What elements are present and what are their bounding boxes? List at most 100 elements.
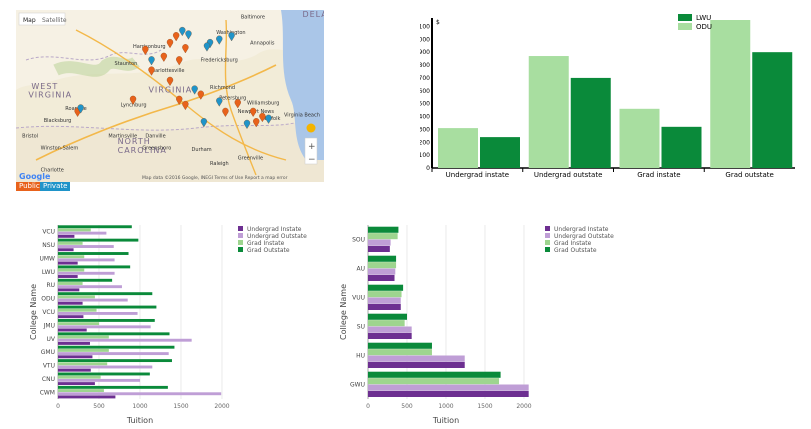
map-park-region	[53, 56, 140, 77]
bar-grad-outstate	[58, 359, 172, 363]
bar-grad-instate	[58, 362, 108, 366]
y-category-label: SU	[357, 324, 365, 331]
bar-undergrad-outstate	[368, 355, 465, 362]
bar-grad-outstate	[58, 292, 153, 296]
public-university-marker-icon[interactable]	[222, 107, 229, 117]
map-water-chesapeake	[281, 10, 324, 160]
private-university-marker-icon[interactable]	[203, 42, 211, 52]
map-type-control[interactable]: Map Satellite	[18, 12, 67, 26]
public-university-marker-icon[interactable]	[148, 66, 155, 76]
bar-grad-instate	[368, 291, 402, 298]
public-university-marker-icon[interactable]	[197, 90, 204, 100]
map-city-label: Newport News	[238, 109, 275, 115]
bar-undergrad-outstate	[58, 338, 192, 342]
zoom-out-button[interactable]: −	[308, 155, 316, 165]
private-university-marker-icon[interactable]	[179, 27, 186, 37]
public-university-marker-icon[interactable]	[182, 44, 189, 54]
legend-label: Undergrad Instate	[247, 226, 302, 233]
bar-lwu	[661, 126, 702, 168]
private-university-marker-icon[interactable]	[216, 97, 223, 107]
zoom-controls[interactable]: + −	[304, 137, 318, 165]
legend-swatch	[238, 226, 243, 231]
public-filter-button[interactable]: Public	[16, 182, 43, 191]
map-type-map[interactable]: Map	[23, 17, 36, 24]
private-university-marker-icon[interactable]	[243, 119, 251, 129]
bar-undergrad-outstate	[58, 298, 128, 302]
map-city-label: Virginia Beach	[284, 113, 320, 119]
legend-swatch	[678, 14, 692, 21]
legend-swatch	[678, 23, 692, 30]
private-university-marker-icon[interactable]	[216, 35, 223, 45]
x-tick-label: 500	[401, 403, 413, 410]
public-university-marker-icon[interactable]	[234, 99, 241, 109]
bar-grad-outstate	[58, 345, 175, 349]
private-university-marker-icon[interactable]	[185, 30, 192, 40]
bar-undergrad-outstate	[368, 239, 391, 246]
x-tick-label: 1000	[132, 403, 147, 410]
x-tick-label: 2000	[214, 403, 229, 410]
bar-grad-outstate	[58, 238, 139, 242]
private-university-marker-icon[interactable]	[148, 56, 155, 66]
y-category-label: JMU	[43, 322, 55, 329]
bar-grad-outstate	[58, 225, 132, 229]
map-city-label: Blacksburg	[44, 118, 72, 124]
private-university-marker-icon[interactable]	[200, 118, 208, 128]
zoom-in-button[interactable]: +	[308, 142, 316, 152]
bar-grad-instate	[58, 322, 99, 326]
public-university-marker-icon[interactable]	[166, 39, 174, 49]
bar-grad-outstate	[58, 278, 113, 282]
legend-label: Grad Instate	[554, 240, 592, 247]
x-tick-label: 0	[56, 403, 60, 410]
map-city-label: Martinsville	[108, 133, 137, 139]
private-university-marker-icon[interactable]	[191, 85, 198, 95]
public-university-marker-icon[interactable]	[173, 32, 180, 42]
bar-grad-outstate	[58, 305, 157, 309]
bar-odu	[438, 128, 478, 168]
bar-grad-outstate	[368, 255, 397, 262]
public-university-marker-icon[interactable]	[166, 76, 174, 86]
public-university-marker-icon[interactable]	[142, 45, 149, 56]
bar-grad-instate	[58, 389, 104, 393]
public-university-marker-icon[interactable]	[250, 107, 257, 117]
bar-undergrad-instate	[368, 274, 395, 281]
y-category-label: ODU	[41, 296, 55, 303]
public-university-marker-icon[interactable]	[176, 95, 183, 105]
bar-grad-outstate	[368, 226, 399, 233]
bar-undergrad-outstate	[368, 384, 529, 391]
private-university-marker-icon[interactable]	[265, 114, 272, 124]
public-university-marker-icon[interactable]	[176, 56, 183, 66]
public-university-marker-icon[interactable]	[259, 113, 266, 123]
lwu-odu-tuition-chart: 0 100 200 300 400 500 600 700 800 900 1000 1100 $ Und…	[420, 14, 795, 179]
bar-undergrad-instate	[58, 382, 95, 386]
bar-undergrad-instate	[58, 355, 93, 359]
map-city-label: Richmond	[210, 85, 235, 91]
private-university-marker-icon[interactable]	[228, 32, 235, 42]
bar-grad-outstate	[368, 313, 407, 320]
private-filter-button[interactable]: Private	[40, 182, 71, 191]
bar-undergrad-outstate	[368, 326, 412, 333]
public-university-marker-icon[interactable]	[182, 100, 189, 111]
university-map[interactable]: WESTVIRGINIAVIRGINIANORTHCAROLINADELAW B…	[16, 10, 324, 182]
bar-undergrad-instate	[58, 288, 80, 292]
map-city-label: Charlottesville	[148, 68, 184, 74]
public-university-marker-icon[interactable]	[129, 95, 137, 105]
y-tick-label: 100	[420, 152, 430, 159]
map-type-satellite[interactable]: Satellite	[42, 17, 67, 24]
private-university-marker-icon[interactable]	[77, 104, 84, 114]
map-markers[interactable]	[74, 27, 272, 129]
map-city-label: Harrisonburg	[133, 44, 166, 50]
legend-swatch	[238, 240, 243, 245]
map-city-label: Winston-Salem	[41, 145, 79, 151]
x-category-label: Undergrad instate	[446, 171, 509, 179]
y-tick-label: 700	[420, 75, 430, 82]
bar-grad-outstate	[58, 385, 168, 389]
bar-undergrad-instate	[58, 328, 87, 332]
map-city-label: Greenville	[238, 156, 263, 162]
street-view-pegman-icon[interactable]	[306, 123, 316, 133]
legend-swatch	[238, 233, 243, 238]
public-university-marker-icon[interactable]	[253, 118, 260, 128]
map-canvas[interactable]: WESTVIRGINIAVIRGINIANORTHCAROLINADELAW B…	[16, 10, 324, 182]
public-university-marker-icon[interactable]	[160, 52, 167, 62]
bar-undergrad-instate	[58, 275, 78, 278]
bar-undergrad-instate	[368, 390, 529, 397]
